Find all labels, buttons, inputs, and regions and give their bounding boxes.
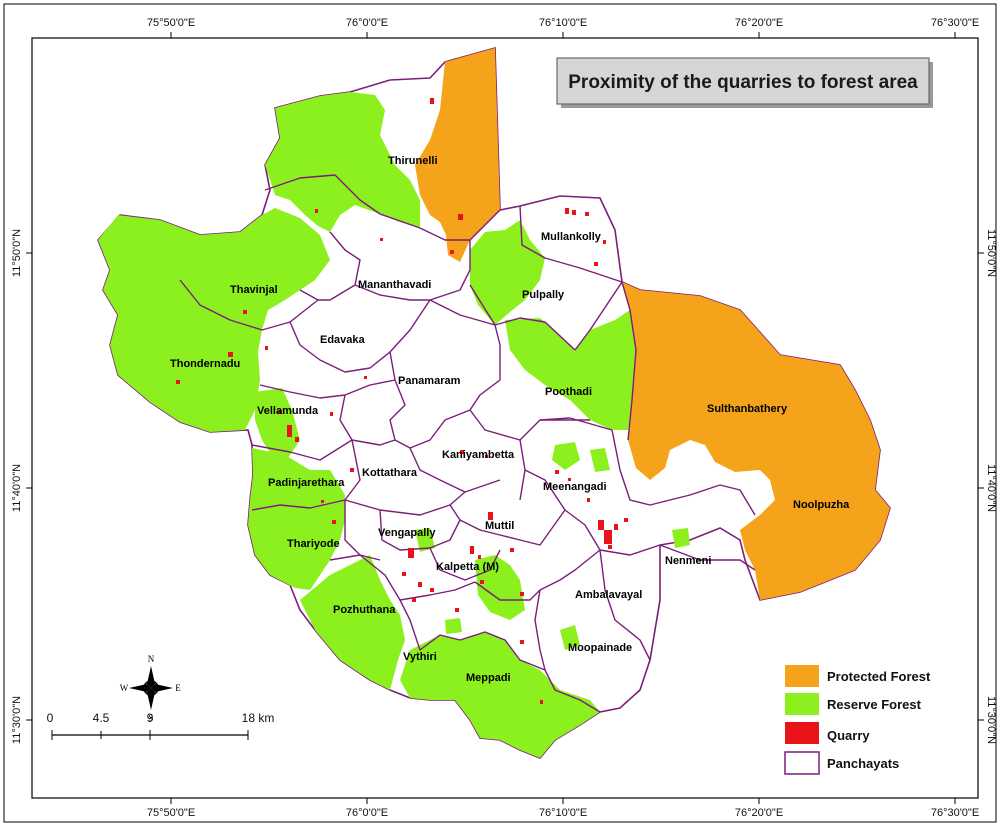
label-kaniyambetta: Kaniyambetta bbox=[442, 449, 515, 461]
label-kalpetta: Kalpetta (M) bbox=[436, 561, 499, 573]
compass-s: S bbox=[148, 713, 153, 723]
label-thondernadu: Thondernadu bbox=[170, 358, 240, 370]
lat-label-right-3: 11°30'0"N bbox=[985, 696, 997, 744]
map-legend: Protected Forest Reserve Forest Quarry P… bbox=[784, 665, 931, 775]
label-edavaka: Edavaka bbox=[320, 334, 366, 346]
scale-tick-4-5: 4.5 bbox=[93, 711, 110, 725]
lon-label-top-3: 76°10'0"E bbox=[539, 17, 587, 29]
compass-w: W bbox=[120, 683, 129, 693]
label-muttil: Muttil bbox=[485, 520, 514, 532]
label-meppadi: Meppadi bbox=[466, 672, 511, 684]
label-mullankolly: Mullankolly bbox=[541, 231, 602, 243]
lon-label-bottom-3: 76°10'0"E bbox=[539, 807, 587, 819]
quarry-points bbox=[176, 98, 628, 704]
label-moopainade: Moopainade bbox=[568, 642, 632, 654]
label-vellamunda: Vellamunda bbox=[257, 405, 319, 417]
legend-swatch-panchayats bbox=[784, 751, 820, 775]
label-sulthanbathery: Sulthanbathery bbox=[707, 403, 788, 415]
lat-label-left-1: 11°50'0"N bbox=[11, 229, 23, 277]
lon-label-bottom-2: 76°0'0"E bbox=[346, 807, 388, 819]
north-arrow-compass: N S E W bbox=[120, 654, 182, 723]
graticule-ticks bbox=[26, 32, 984, 804]
lon-label-bottom-1: 75°50'0"E bbox=[147, 807, 195, 819]
lon-label-top-5: 76°30'0"E bbox=[931, 17, 979, 29]
lon-label-top-4: 76°20'0"E bbox=[735, 17, 783, 29]
legend-swatch-protected-forest bbox=[785, 665, 819, 687]
label-thavinjal: Thavinjal bbox=[230, 284, 278, 296]
panchayat-boundaries bbox=[179, 174, 756, 713]
label-noolpuzha: Noolpuzha bbox=[793, 499, 850, 511]
lat-label-right-1: 11°50'0"N bbox=[985, 229, 997, 277]
label-thirunelli: Thirunelli bbox=[388, 155, 438, 167]
lat-label-left-3: 11°30'0"N bbox=[11, 696, 23, 744]
map-title-box: Proximity of the quarries to forest area bbox=[556, 57, 933, 108]
label-vythiri: Vythiri bbox=[403, 651, 437, 663]
lat-label-right-2: 11°40'0"N bbox=[985, 464, 997, 512]
scale-tick-9: 9 bbox=[147, 711, 154, 725]
label-ambalavayal: Ambalavayal bbox=[575, 589, 642, 601]
compass-e: E bbox=[175, 683, 181, 693]
lon-label-bottom-4: 76°20'0"E bbox=[735, 807, 783, 819]
legend-swatch-quarry bbox=[785, 722, 819, 744]
map-title: Proximity of the quarries to forest area bbox=[568, 72, 918, 93]
legend-label-quarry: Quarry bbox=[827, 728, 870, 743]
label-pulpally: Pulpally bbox=[522, 289, 565, 301]
label-thariyode: Thariyode bbox=[287, 538, 340, 550]
legend-label-reserve-forest: Reserve Forest bbox=[827, 697, 922, 712]
label-nenmeni: Nenmeni bbox=[665, 555, 711, 567]
label-kottathara: Kottathara bbox=[362, 467, 418, 479]
label-pozhuthana: Pozhuthana bbox=[333, 604, 396, 616]
legend-label-panchayats: Panchayats bbox=[827, 756, 899, 771]
legend-label-protected-forest: Protected Forest bbox=[827, 669, 931, 684]
lat-label-left-2: 11°40'0"N bbox=[11, 464, 23, 512]
label-mananthavadi: Mananthavadi bbox=[358, 279, 431, 291]
label-poothadi: Poothadi bbox=[545, 386, 592, 398]
scale-tick-0: 0 bbox=[47, 711, 54, 725]
label-vengapally: Vengapally bbox=[378, 527, 436, 539]
label-meenangadi: Meenangadi bbox=[543, 481, 607, 493]
label-padinjarethara: Padinjarethara bbox=[268, 477, 345, 489]
lon-label-top-2: 76°0'0"E bbox=[346, 17, 388, 29]
lon-label-top-1: 75°50'0"E bbox=[147, 17, 195, 29]
legend-swatch-reserve-forest bbox=[785, 693, 819, 715]
protected-forest-areas bbox=[415, 48, 890, 600]
scale-tick-18km: 18 km bbox=[242, 711, 275, 725]
scale-bar: 0 4.5 9 18 km bbox=[47, 711, 275, 740]
lon-label-bottom-5: 76°30'0"E bbox=[931, 807, 979, 819]
reserve-forest-areas bbox=[98, 92, 690, 758]
panchayat-labels: Thirunelli Mullankolly Mananthavadi Thav… bbox=[170, 155, 850, 684]
label-panamaram: Panamaram bbox=[398, 375, 461, 387]
compass-n: N bbox=[148, 654, 155, 664]
